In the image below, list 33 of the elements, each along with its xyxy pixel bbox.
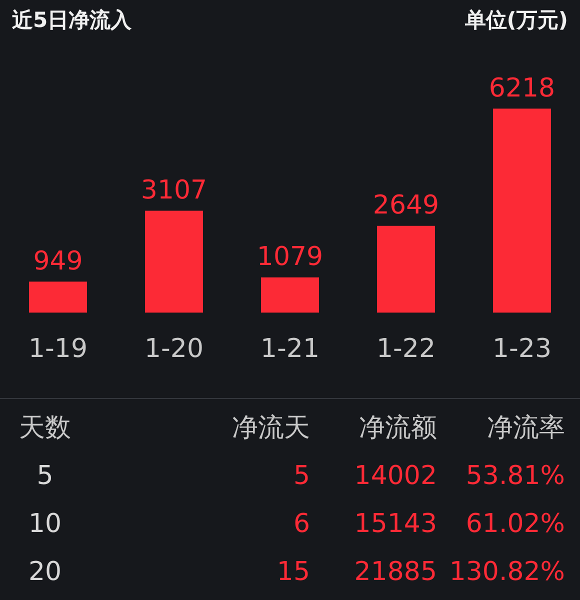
text: 53.81% — [464, 460, 565, 493]
bar — [29, 282, 87, 313]
text: 130.82% — [448, 556, 565, 589]
data-label: 6218 — [488, 73, 556, 104]
text: 5 — [292, 460, 310, 493]
chart-title: 近5日净流入 — [12, 7, 132, 34]
data-label: 1079 — [256, 242, 324, 272]
x-tick-label: 1-22 — [376, 334, 436, 364]
x-tick-label: 1-20 — [144, 334, 204, 364]
text: 20 — [27, 556, 63, 589]
text: 21885 — [353, 556, 437, 589]
bar — [261, 277, 319, 313]
text: 15 — [276, 556, 310, 589]
text: 6 — [292, 508, 310, 541]
text: 61.02% — [464, 508, 565, 541]
text: 5 — [36, 460, 54, 493]
chart-subtitle: 单位(万元) — [464, 7, 568, 34]
text: 净流天 — [231, 412, 310, 445]
data-label: 949 — [33, 246, 83, 276]
data-label: 2649 — [372, 190, 440, 221]
bar — [493, 108, 551, 313]
bar — [377, 226, 435, 313]
x-tick-label: 1-21 — [260, 334, 320, 364]
text: 天数 — [18, 412, 72, 445]
bar — [145, 210, 203, 313]
text: 净流额 — [358, 412, 437, 445]
text: 净流率 — [486, 412, 565, 445]
text: 14002 — [353, 460, 437, 493]
text: 15143 — [353, 508, 437, 541]
data-label: 3107 — [140, 176, 208, 206]
text: 10 — [27, 508, 63, 541]
x-tick-label: 1-19 — [28, 334, 88, 364]
x-tick-label: 1-23 — [492, 334, 552, 364]
